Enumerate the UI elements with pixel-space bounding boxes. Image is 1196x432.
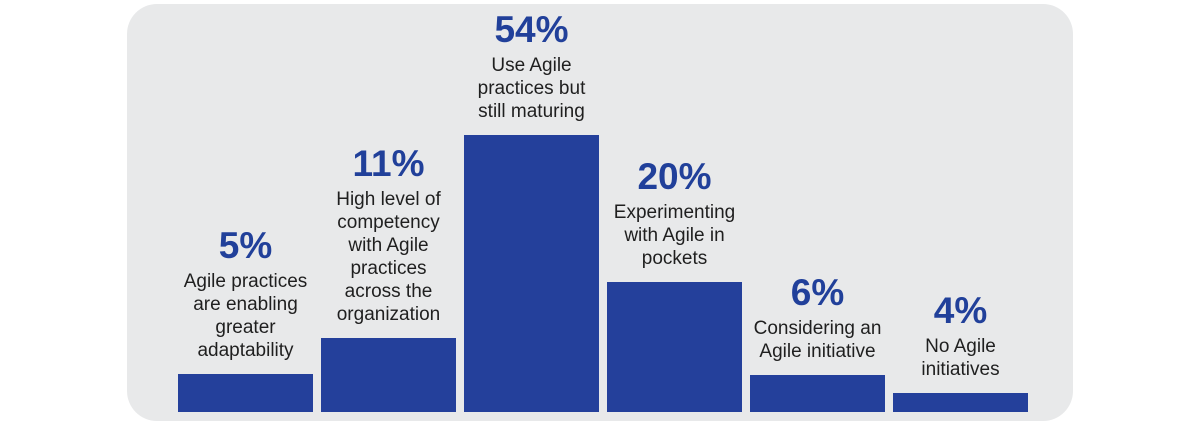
bar: [607, 282, 742, 412]
bar-chart: 5% Agile practices are enabling greater …: [178, 9, 1028, 412]
bar: [893, 393, 1028, 412]
bar-column: 11% High level of competency with Agile …: [321, 143, 456, 412]
bar-value-label: 5%: [218, 225, 273, 267]
chart-panel: 5% Agile practices are enabling greater …: [127, 4, 1073, 421]
bar-column: 20% Experimenting with Agile in pockets: [607, 156, 742, 412]
bar-value-label: 54%: [494, 9, 569, 51]
bar: [750, 375, 885, 412]
bar: [178, 374, 313, 412]
bar-value-label: 11%: [352, 143, 425, 185]
bar-column: 54% Use Agile practices but still maturi…: [464, 9, 599, 412]
bar-column: 5% Agile practices are enabling greater …: [178, 225, 313, 412]
bar-category-label: Experimenting with Agile in pockets: [613, 202, 736, 269]
bar-value-label: 6%: [790, 272, 845, 314]
bar-category-label: Considering an Agile initiative: [753, 318, 882, 362]
bar-category-label: Use Agile practices but still maturing: [477, 55, 586, 122]
bar-category-label: High level of competency with Agile prac…: [336, 189, 441, 325]
bar-value-label: 20%: [637, 156, 712, 198]
bar-column: 4% No Agile initiatives: [893, 290, 1028, 412]
bar-category-label: No Agile initiatives: [921, 336, 1000, 380]
bar: [321, 338, 456, 412]
bar-value-label: 4%: [933, 290, 988, 332]
bar-category-label: Agile practices are enabling greater ada…: [183, 271, 308, 361]
bar: [464, 135, 599, 412]
bar-column: 6% Considering an Agile initiative: [750, 272, 885, 412]
